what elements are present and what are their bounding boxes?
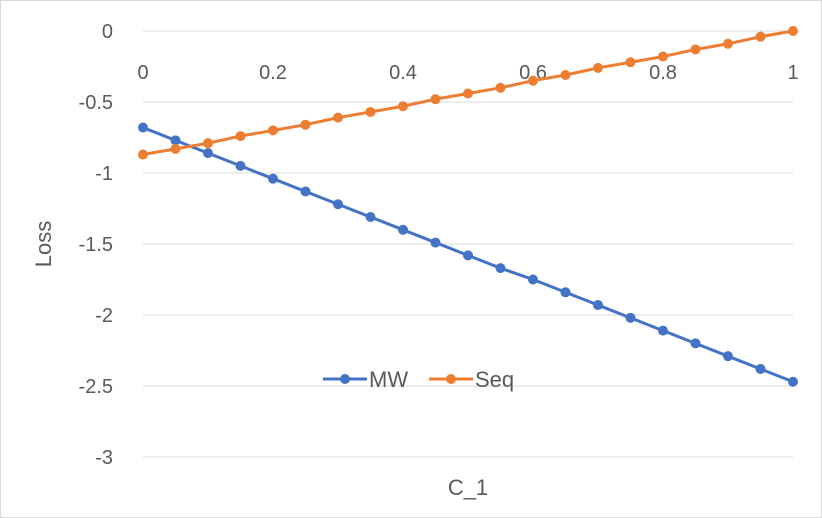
data-point <box>625 312 636 323</box>
y-tick-label: -1.5 <box>79 234 113 256</box>
data-point <box>593 300 603 311</box>
data-point <box>463 250 473 261</box>
data-point <box>788 26 798 36</box>
y-tick-label: -0.5 <box>79 92 113 114</box>
data-point <box>398 101 408 112</box>
x-tick-label: 0.8 <box>649 62 677 84</box>
data-point <box>690 338 701 349</box>
y-tick-label: -2.5 <box>79 376 113 398</box>
legend-label: MW <box>369 367 408 392</box>
data-point <box>170 135 181 146</box>
legend-swatch-marker <box>446 374 456 384</box>
x-axis-title: C_1 <box>448 475 488 500</box>
data-point <box>268 173 278 184</box>
y-axis-tick-labels: 0 -0.5 -1 -1.5 -2 -2.5 -3 <box>79 21 113 469</box>
x-axis-tick-labels: 0 0.2 0.4 0.6 0.8 1 <box>137 62 798 84</box>
data-point <box>235 160 246 171</box>
data-point <box>755 363 766 374</box>
data-point <box>625 57 636 68</box>
data-point <box>723 351 733 362</box>
data-point <box>398 224 408 235</box>
legend-item-mw: MW <box>323 367 408 392</box>
data-point <box>430 237 441 248</box>
legend-item-seq: Seq <box>429 367 514 392</box>
data-point <box>658 325 668 336</box>
x-tick-label: 0.2 <box>259 62 287 84</box>
series-seq <box>138 26 798 160</box>
x-tick-label: 1 <box>787 62 798 84</box>
data-point <box>235 131 246 142</box>
legend-swatch-marker <box>340 374 350 384</box>
data-point <box>528 274 538 285</box>
series-mw <box>138 122 798 387</box>
data-point <box>463 88 473 99</box>
data-point <box>723 38 733 49</box>
data-point <box>755 31 766 42</box>
data-point <box>495 82 506 93</box>
data-point <box>528 75 538 86</box>
y-tick-label: 0 <box>102 21 113 43</box>
data-point <box>593 62 603 73</box>
legend: MW Seq <box>323 367 514 392</box>
data-point <box>138 149 148 160</box>
data-point <box>170 143 181 154</box>
data-point <box>690 44 701 55</box>
data-point <box>333 199 343 210</box>
data-point <box>268 125 278 136</box>
data-point <box>365 106 376 117</box>
data-point <box>560 287 571 298</box>
y-tick-label: -2 <box>95 305 113 327</box>
x-tick-label: 0.4 <box>389 62 417 84</box>
data-point <box>560 70 571 81</box>
y-axis-title: Loss <box>31 221 56 267</box>
x-tick-label: 0 <box>137 62 148 84</box>
y-tick-label: -3 <box>95 447 113 469</box>
data-point <box>300 186 311 197</box>
y-tick-label: -1 <box>95 163 113 185</box>
data-point <box>300 119 311 130</box>
data-point <box>658 51 668 62</box>
legend-label: Seq <box>475 367 514 392</box>
data-point <box>788 376 798 387</box>
gridlines <box>143 30 793 458</box>
data-point <box>365 212 376 223</box>
data-point <box>138 122 148 133</box>
data-point <box>430 94 441 105</box>
data-point <box>203 138 213 149</box>
series-layer <box>138 26 798 387</box>
data-point <box>333 112 343 123</box>
data-point <box>203 148 213 159</box>
data-point <box>495 263 506 274</box>
